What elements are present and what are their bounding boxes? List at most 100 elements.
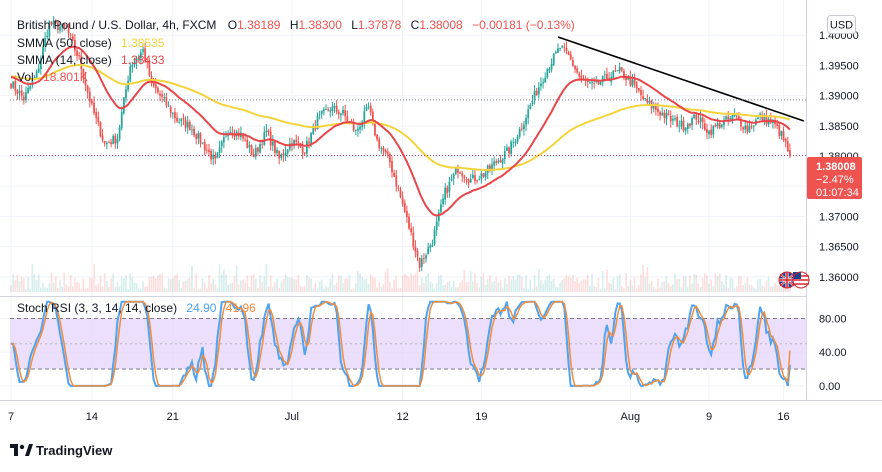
volume-bar <box>599 288 602 292</box>
volume-bar <box>259 275 261 292</box>
candle <box>20 84 23 101</box>
candle <box>542 78 544 89</box>
volume-bar <box>157 275 159 292</box>
stoch-k-value: 24.90 <box>186 301 216 315</box>
volume-bar <box>474 273 476 292</box>
candle <box>365 103 368 112</box>
volume-bar <box>42 283 44 292</box>
volume-bar <box>61 286 63 292</box>
candle <box>322 107 325 116</box>
volume-bar <box>229 283 232 292</box>
candle <box>518 126 521 139</box>
candle <box>742 126 745 134</box>
candle <box>488 163 491 173</box>
candle <box>691 116 693 130</box>
candle <box>644 97 647 101</box>
volume-bar <box>242 279 244 292</box>
volume-bar <box>188 277 191 292</box>
candle <box>305 136 308 158</box>
candle <box>42 45 44 59</box>
tradingview-logo[interactable]: TradingView <box>10 443 113 458</box>
volume-bar <box>295 279 298 292</box>
volume-bar <box>661 281 664 292</box>
volume-bar <box>306 275 308 292</box>
volume-bar <box>301 286 304 292</box>
candle <box>482 173 485 178</box>
volume-bar <box>344 278 347 292</box>
volume-bar <box>406 275 408 292</box>
volume-bar <box>10 285 12 292</box>
candle <box>378 136 381 152</box>
smma50-label[interactable]: SMMA (50, close) <box>17 36 112 50</box>
us-flag-icon[interactable] <box>792 271 810 289</box>
volume-bar <box>425 276 427 292</box>
candle <box>674 115 676 122</box>
volume-bar <box>623 288 625 292</box>
candle <box>184 116 187 132</box>
volume-bar <box>116 281 119 292</box>
time-axis[interactable]: 7 14 21 Jul 12 19 Aug 9 16 <box>8 411 790 423</box>
smma14-label[interactable]: SMMA (14, close) <box>17 53 112 67</box>
volume-bar <box>178 280 181 292</box>
candle <box>210 148 212 165</box>
volume-bar <box>610 284 613 292</box>
volume-bar <box>312 288 315 292</box>
candle <box>744 120 747 134</box>
volume-bar <box>163 287 166 292</box>
volume-bar <box>325 285 327 292</box>
volume-bar <box>148 277 151 292</box>
smma50-value: 1.38535 <box>121 36 165 50</box>
candle <box>99 121 102 138</box>
volume-label[interactable]: Vol <box>17 70 34 84</box>
stoch-axis[interactable]: 0.00 40.00 80.00 <box>819 314 847 393</box>
volume-bar <box>431 283 434 292</box>
volume-bar <box>342 283 344 292</box>
tradingview-icon <box>10 444 33 456</box>
volume-bar <box>527 288 530 292</box>
uk-flag-icon[interactable] <box>778 271 796 289</box>
trendline[interactable] <box>557 36 805 122</box>
volume-bar <box>182 281 185 292</box>
volume-bar <box>550 281 553 292</box>
volume-bar <box>105 280 108 292</box>
candle <box>46 29 49 40</box>
volume-bar <box>461 280 464 292</box>
candle <box>103 140 106 147</box>
candle <box>593 77 596 89</box>
price-tick-label: 1.39500 <box>819 60 859 72</box>
volume-bar <box>672 284 674 292</box>
volume-bar <box>614 288 617 292</box>
low-label: L <box>351 18 358 32</box>
candle <box>444 183 447 205</box>
candle <box>516 134 519 145</box>
volume-bar <box>620 285 623 292</box>
volume-bar <box>486 279 489 292</box>
volume-bar <box>433 288 436 292</box>
volume-bar <box>46 287 49 292</box>
candle <box>118 124 121 142</box>
candle <box>435 214 438 237</box>
volume-bar <box>642 264 644 292</box>
candle <box>529 103 532 110</box>
candle <box>259 140 261 154</box>
candle <box>25 86 27 103</box>
symbol-title[interactable]: British Pound / U.S. Dollar, 4h, FXCM <box>17 18 216 32</box>
volume-bar <box>308 277 310 292</box>
volume-bar <box>742 285 744 292</box>
volume-bar <box>20 276 23 292</box>
volume-bar <box>382 283 385 292</box>
volume-bar <box>699 287 702 292</box>
volume-bar <box>738 275 740 292</box>
volume-bar <box>359 273 361 292</box>
volume-bar <box>25 288 27 292</box>
volume-bar <box>729 277 732 292</box>
volume-bar <box>427 273 430 292</box>
candle <box>284 146 287 162</box>
volume-bar <box>589 285 591 292</box>
currency-button[interactable]: USD <box>827 15 856 34</box>
volume-bar <box>346 278 349 292</box>
flag-icons[interactable] <box>778 271 810 289</box>
candle <box>320 110 323 119</box>
stoch-label[interactable]: Stoch RSI (3, 3, 14, 14, close) <box>17 301 177 315</box>
